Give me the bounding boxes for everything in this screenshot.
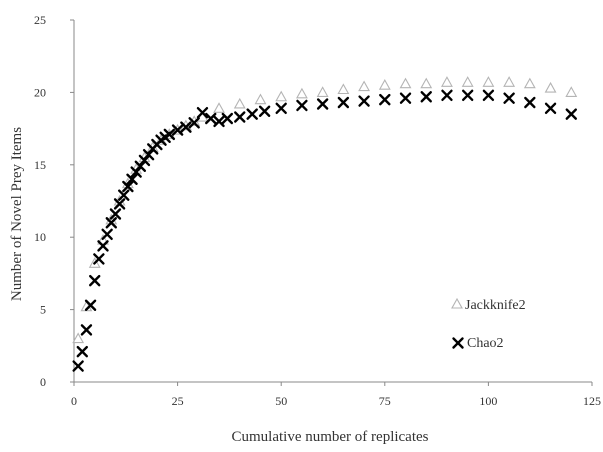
legend-marker-triangle-icon <box>451 297 463 309</box>
data-point <box>503 92 515 104</box>
axes-layer: 0 5 10 15 20 25 0 25 50 75 100 125 <box>34 13 601 408</box>
data-point <box>565 108 577 120</box>
data-point <box>180 121 192 133</box>
data-point <box>97 233 109 245</box>
legend-label-jackknife2: Jackknife2 <box>465 298 526 313</box>
x-tick-label: 50 <box>275 394 287 408</box>
data-point <box>80 324 93 336</box>
data-point <box>221 112 234 125</box>
y-tick-label: 5 <box>40 303 46 317</box>
data-point <box>316 98 329 110</box>
data-point <box>378 79 391 90</box>
data-point <box>565 86 578 97</box>
data-point <box>171 124 184 136</box>
data-point <box>523 77 536 89</box>
data-point <box>358 80 371 92</box>
data-point <box>213 102 225 113</box>
data-point <box>76 345 88 358</box>
data-point <box>316 86 329 97</box>
x-tick-label: 125 <box>583 394 601 408</box>
x-tick-label: 100 <box>479 394 497 408</box>
data-point <box>113 198 126 210</box>
data-point <box>441 89 453 101</box>
data-point <box>482 76 495 87</box>
data-point <box>101 228 113 241</box>
data-point <box>399 77 412 89</box>
data-point <box>88 257 101 268</box>
legend-item-jackknife2: Jackknife2 <box>451 297 526 313</box>
y-tick-label: 0 <box>40 375 46 389</box>
data-point <box>461 89 474 101</box>
x-tick-label: 75 <box>379 394 391 408</box>
data-point <box>205 112 217 125</box>
data-point <box>163 128 176 141</box>
data-point <box>105 217 117 229</box>
data-point <box>118 189 130 201</box>
data-point <box>420 91 432 103</box>
x-tick-label: 0 <box>71 394 77 408</box>
data-point <box>275 102 287 115</box>
data-point <box>524 96 536 109</box>
data-point <box>461 76 474 87</box>
data-point <box>295 87 308 99</box>
data-point <box>188 117 200 129</box>
legend-marker-chao2-x-icon <box>452 337 464 349</box>
legend-label-chao2: Chao2 <box>467 336 504 351</box>
data-point <box>246 108 258 120</box>
data-point <box>275 90 288 102</box>
y-axis-title: Number of Novel Prey Items <box>9 127 25 301</box>
series-layer <box>72 76 578 372</box>
x-axis-title: Cumulative number of replicates <box>231 429 428 445</box>
y-tick-label: 15 <box>34 158 46 172</box>
data-point <box>296 99 308 112</box>
y-tick-label: 25 <box>34 13 46 27</box>
data-point <box>196 106 209 119</box>
data-point <box>72 332 85 344</box>
data-point <box>503 76 516 87</box>
data-point <box>84 299 97 311</box>
data-point <box>234 111 246 123</box>
legend: Jackknife2 Chao2 <box>451 297 526 351</box>
y-tick-label: 20 <box>34 85 46 99</box>
data-point <box>109 208 122 220</box>
data-point <box>441 76 453 87</box>
data-point <box>97 240 109 252</box>
data-point <box>399 92 412 104</box>
data-point <box>171 123 184 135</box>
data-point <box>420 77 433 89</box>
data-point <box>213 115 225 128</box>
series-chao2 <box>72 89 577 372</box>
data-point <box>126 173 138 185</box>
data-point <box>89 274 101 287</box>
data-point <box>93 253 105 265</box>
legend-marker-jackknife2-triangle-icon <box>451 297 463 309</box>
data-point <box>544 81 557 93</box>
data-point <box>544 102 557 115</box>
data-point <box>379 93 391 106</box>
data-point <box>72 360 84 372</box>
legend-item-chao2: Chao2 <box>452 336 504 351</box>
data-point <box>337 96 350 109</box>
data-point <box>358 95 370 107</box>
y-tick-label: 10 <box>34 230 46 244</box>
data-point <box>122 180 134 193</box>
data-point <box>233 97 246 109</box>
data-point <box>337 83 350 95</box>
data-point <box>258 105 271 117</box>
legend-marker-x-icon <box>452 337 464 349</box>
x-tick-label: 25 <box>172 394 184 408</box>
data-point <box>254 93 267 105</box>
data-point <box>163 128 176 139</box>
data-point <box>482 89 495 101</box>
